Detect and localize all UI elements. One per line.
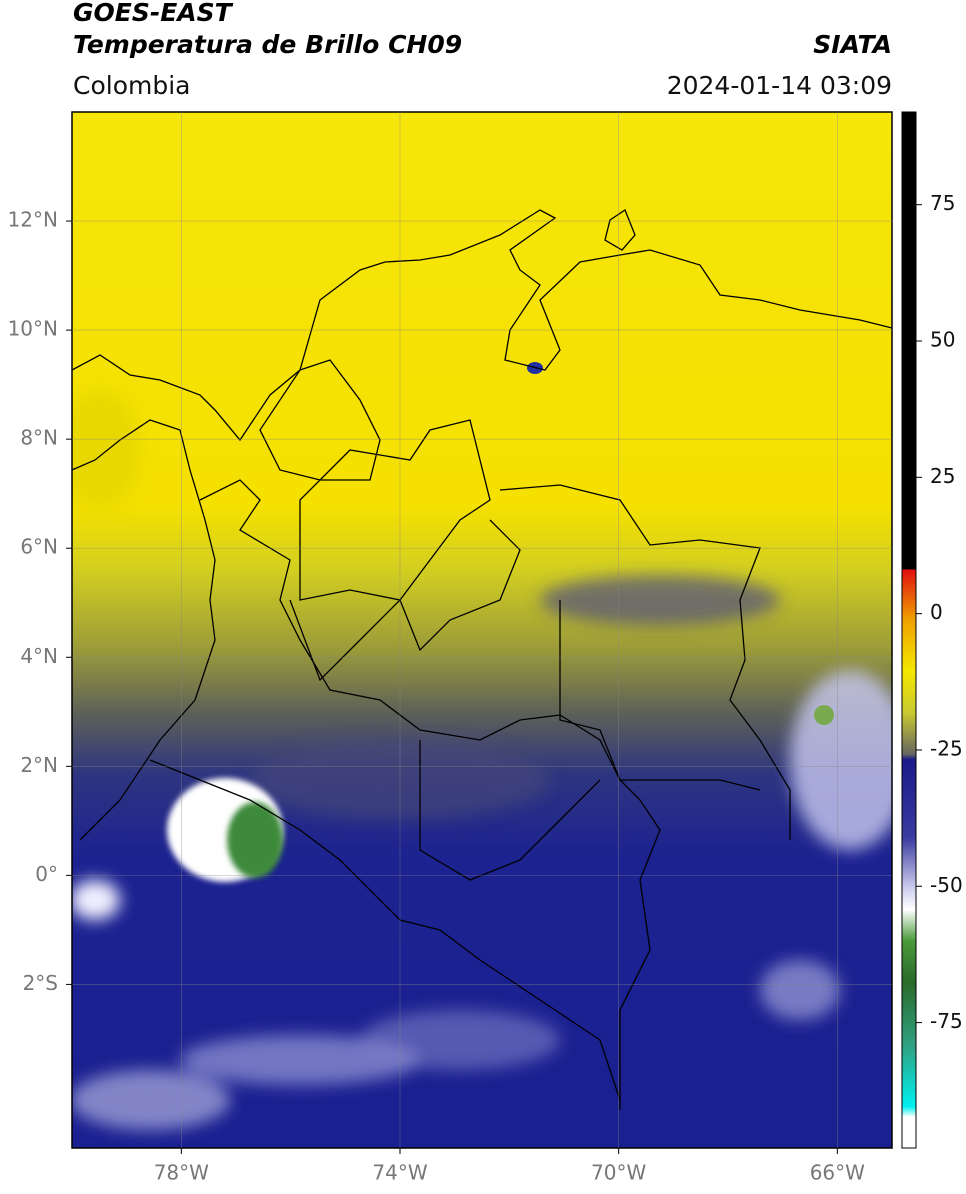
map-ticks: 78°W 74°W 70°W 66°W 12°N 10°N 8°N 6°N 4°N 2°N 0° 2°… — [8, 208, 866, 1185]
colorbar-tick-label: 75 — [930, 191, 955, 215]
colorbar-tick-label: -75 — [930, 1009, 963, 1033]
image-background — [72, 112, 892, 1148]
y-tick-label: 2°S — [23, 971, 58, 995]
source: SIATA — [813, 30, 892, 59]
colorbar-tick-label: 50 — [930, 328, 955, 352]
y-tick-label: 0° — [35, 862, 58, 886]
region: Colombia — [73, 71, 190, 100]
satellite-image — [72, 112, 892, 1148]
colorbar-tick-label: 0 — [930, 600, 943, 624]
cloud-core — [227, 802, 283, 878]
y-tick-label: 6°N — [20, 535, 58, 559]
colorbar-tick-label: 25 — [930, 464, 955, 488]
map-frame — [71, 111, 893, 1149]
y-tick-label: 4°N — [20, 644, 58, 668]
y-tick-label: 10°N — [8, 317, 58, 341]
colorbar-tick-label: -50 — [930, 873, 963, 897]
x-tick-label: 70°W — [591, 1161, 646, 1185]
y-tick-label: 8°N — [20, 426, 58, 450]
colorbar-ticks: 75 50 25 0 -25 -50 -75 — [916, 191, 963, 1033]
colorbar — [901, 111, 917, 1149]
satellite: GOES-EAST — [73, 0, 234, 27]
cloud-core — [814, 705, 834, 725]
y-tick-label: 2°N — [20, 753, 58, 777]
x-tick-label: 78°W — [154, 1161, 209, 1185]
x-tick-label: 66°W — [810, 1161, 865, 1185]
x-tick-label: 74°W — [372, 1161, 427, 1185]
graticule — [72, 112, 892, 1148]
coastlines — [72, 209, 892, 1110]
product: Temperatura de Brillo CH09 — [73, 30, 462, 59]
y-tick-label: 12°N — [8, 208, 58, 232]
colorbar-tick-label: -25 — [930, 736, 963, 760]
datetime: 2024-01-14 03:09 — [667, 71, 892, 100]
